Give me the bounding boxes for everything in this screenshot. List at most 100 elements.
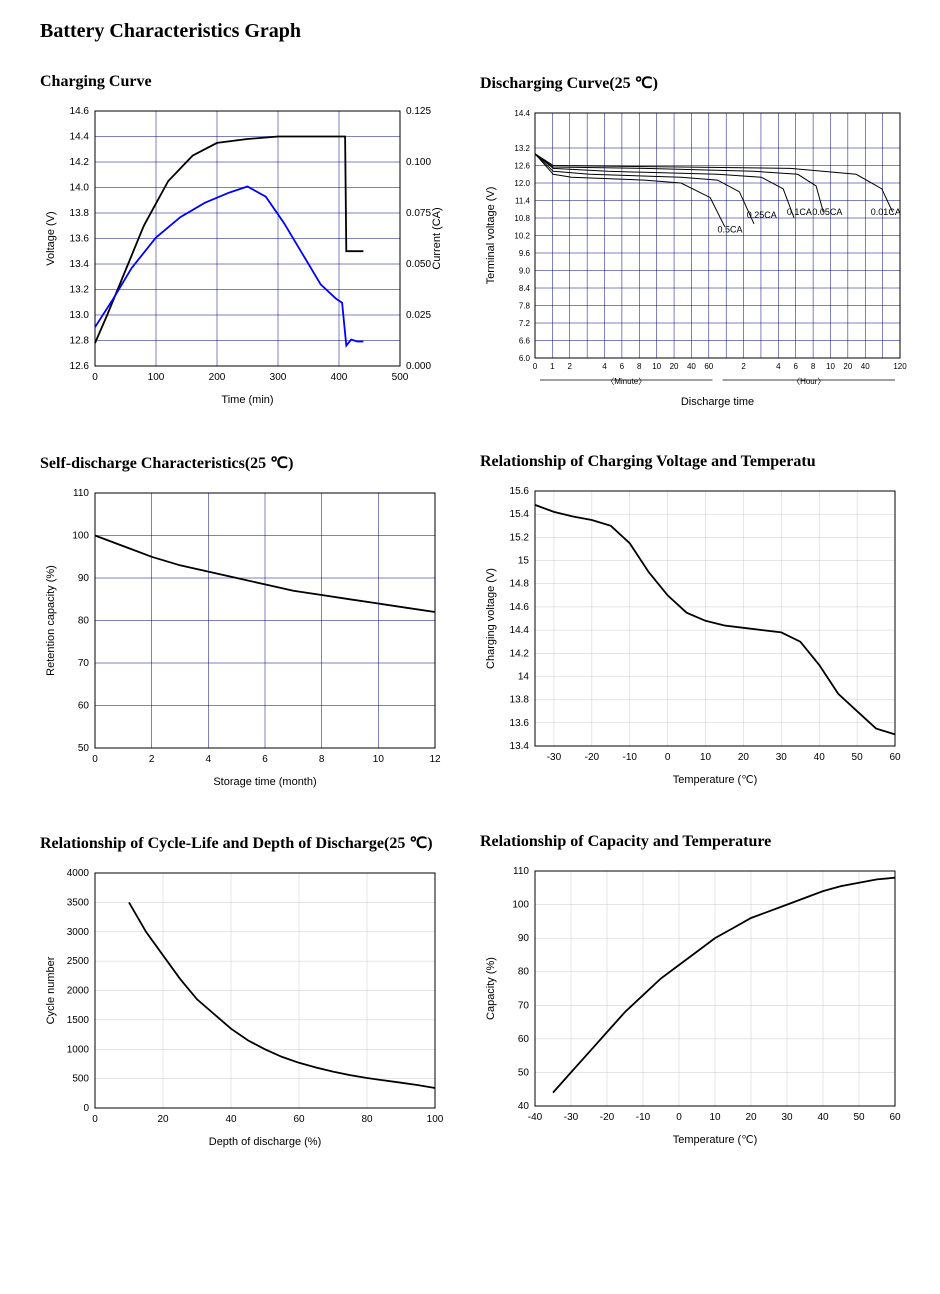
svg-text:-30: -30 <box>564 1112 579 1123</box>
svg-text:0.050: 0.050 <box>406 259 431 270</box>
chart-charging: Charging Curve 010020030040050012.612.81… <box>40 73 450 413</box>
svg-text:3500: 3500 <box>67 897 90 908</box>
chart-cycledod: Relationship of Cycle-Life and Depth of … <box>40 833 450 1153</box>
svg-text:6: 6 <box>620 362 625 371</box>
chart-charging-svg: 010020030040050012.612.813.013.213.413.6… <box>40 101 450 411</box>
svg-text:4: 4 <box>602 362 607 371</box>
svg-text:12: 12 <box>429 754 441 765</box>
chart-discharging-svg: 6.06.67.27.88.49.09.610.210.811.412.012.… <box>480 103 910 413</box>
svg-text:13.2: 13.2 <box>70 285 90 296</box>
chart-discharging-title: Discharging Curve(25 ℃) <box>480 73 910 93</box>
chart-chargevtemp: Relationship of Charging Voltage and Tem… <box>480 453 910 793</box>
svg-text:13.6: 13.6 <box>510 718 530 729</box>
chart-cycledod-title: Relationship of Cycle-Life and Depth of … <box>40 833 450 853</box>
svg-text:0.1CA: 0.1CA <box>787 207 812 217</box>
svg-text:0.5CA: 0.5CA <box>718 225 743 235</box>
svg-text:60: 60 <box>293 1114 305 1125</box>
chart-captemp: Relationship of Capacity and Temperature… <box>480 833 910 1153</box>
svg-text:20: 20 <box>157 1114 169 1125</box>
svg-text:-10: -10 <box>636 1112 651 1123</box>
svg-text:2000: 2000 <box>67 986 90 997</box>
svg-text:110: 110 <box>73 488 89 499</box>
svg-text:0.01CA: 0.01CA <box>871 207 901 217</box>
chart-selfdischarge: Self-discharge Characteristics(25 ℃) 024… <box>40 453 450 793</box>
svg-text:-20: -20 <box>585 752 600 763</box>
chart-charging-title: Charging Curve <box>40 73 450 91</box>
svg-text:14.0: 14.0 <box>70 183 90 194</box>
svg-text:-40: -40 <box>528 1112 543 1123</box>
svg-text:60: 60 <box>518 1034 530 1045</box>
svg-text:50: 50 <box>852 752 864 763</box>
svg-text:13.6: 13.6 <box>70 234 90 245</box>
svg-text:10: 10 <box>700 752 712 763</box>
svg-text:60: 60 <box>889 752 901 763</box>
svg-text:15: 15 <box>518 556 530 567</box>
svg-text:9.6: 9.6 <box>519 249 531 258</box>
svg-text:-20: -20 <box>600 1112 615 1123</box>
svg-text:300: 300 <box>270 372 287 383</box>
svg-text:Terminal voltage (V): Terminal voltage (V) <box>485 187 497 285</box>
svg-text:Capacity (%): Capacity (%) <box>485 957 497 1020</box>
svg-text:40: 40 <box>518 1101 530 1112</box>
svg-text:14.4: 14.4 <box>514 109 530 118</box>
svg-text:30: 30 <box>776 752 788 763</box>
svg-text:0.125: 0.125 <box>406 106 431 117</box>
svg-text:13.8: 13.8 <box>510 695 530 706</box>
svg-text:0.075: 0.075 <box>406 208 431 219</box>
svg-text:8: 8 <box>637 362 642 371</box>
svg-text:6: 6 <box>262 754 268 765</box>
svg-text:14.8: 14.8 <box>510 579 530 590</box>
svg-text:1500: 1500 <box>67 1015 90 1026</box>
chart-captemp-title: Relationship of Capacity and Temperature <box>480 833 910 851</box>
svg-text:0: 0 <box>92 372 98 383</box>
svg-text:Cycle number: Cycle number <box>45 956 57 1024</box>
svg-text:7.8: 7.8 <box>519 302 531 311</box>
svg-text:0.000: 0.000 <box>406 361 431 372</box>
svg-text:9.0: 9.0 <box>519 267 531 276</box>
svg-text:2500: 2500 <box>67 956 90 967</box>
svg-text:14.6: 14.6 <box>70 106 90 117</box>
svg-text:13.4: 13.4 <box>70 259 90 270</box>
svg-text:15.6: 15.6 <box>510 486 530 497</box>
svg-text:100: 100 <box>427 1114 444 1125</box>
svg-text:60: 60 <box>704 362 713 371</box>
svg-text:6.0: 6.0 <box>519 354 531 363</box>
svg-text:70: 70 <box>78 658 90 669</box>
svg-text:12.0: 12.0 <box>514 179 530 188</box>
svg-text:80: 80 <box>78 616 90 627</box>
svg-text:14.2: 14.2 <box>510 648 530 659</box>
svg-text:7.2: 7.2 <box>519 319 531 328</box>
svg-text:50: 50 <box>78 743 90 754</box>
svg-text:-10: -10 <box>623 752 638 763</box>
svg-text:6: 6 <box>793 362 798 371</box>
svg-text:1: 1 <box>550 362 555 371</box>
chart-captemp-svg: -40-30-20-100102030405060405060708090100… <box>480 861 910 1151</box>
svg-text:14: 14 <box>518 671 530 682</box>
svg-text:0.25CA: 0.25CA <box>747 210 777 220</box>
chart-chargevtemp-svg: -30-20-10010203040506013.413.613.81414.2… <box>480 481 910 791</box>
svg-text:40: 40 <box>817 1112 829 1123</box>
svg-text:〈Minute〉: 〈Minute〉 <box>606 377 646 386</box>
svg-text:0: 0 <box>92 1114 98 1125</box>
svg-text:20: 20 <box>738 752 750 763</box>
svg-text:14.6: 14.6 <box>510 602 530 613</box>
svg-text:60: 60 <box>78 701 90 712</box>
svg-text:15.4: 15.4 <box>510 509 530 520</box>
svg-text:80: 80 <box>361 1114 373 1125</box>
svg-text:14.4: 14.4 <box>510 625 530 636</box>
svg-text:4: 4 <box>776 362 781 371</box>
svg-text:90: 90 <box>78 573 90 584</box>
svg-text:20: 20 <box>670 362 679 371</box>
svg-text:8.4: 8.4 <box>519 284 531 293</box>
svg-text:12.6: 12.6 <box>514 162 530 171</box>
svg-text:70: 70 <box>518 1000 530 1011</box>
svg-text:Current (CA): Current (CA) <box>431 207 443 269</box>
svg-text:200: 200 <box>209 372 226 383</box>
svg-text:15.2: 15.2 <box>510 532 530 543</box>
charts-grid: Charging Curve 010020030040050012.612.81… <box>40 73 900 1153</box>
svg-text:0: 0 <box>676 1112 682 1123</box>
svg-text:40: 40 <box>861 362 870 371</box>
svg-text:2: 2 <box>568 362 573 371</box>
svg-text:13.8: 13.8 <box>70 208 90 219</box>
svg-text:〈Hour〉: 〈Hour〉 <box>792 377 825 386</box>
